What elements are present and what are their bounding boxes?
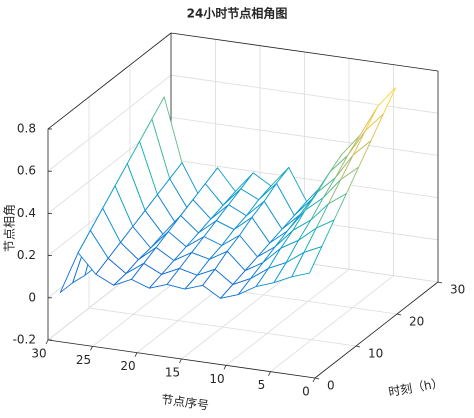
grid-line — [47, 74, 172, 172]
mesh — [59, 87, 397, 299]
x-tick-label: 25 — [76, 353, 91, 367]
z-axis-label: 节点相角 — [3, 204, 17, 252]
x-tick-label: 20 — [120, 359, 135, 373]
z-tick-label: 0.6 — [17, 164, 36, 178]
y-tick — [355, 345, 361, 348]
x-tick-label: 0 — [302, 385, 310, 399]
z-tick-label: 0 — [28, 290, 36, 304]
y-tick — [396, 313, 402, 316]
z-tick-label: -0.2 — [13, 333, 36, 347]
y-tick-label: 0 — [327, 379, 335, 393]
grid-line — [225, 269, 350, 366]
x-tick — [45, 339, 49, 345]
y-tick — [314, 377, 320, 380]
chart-title: 24小时节点相角图 — [187, 6, 288, 21]
x-tick — [223, 365, 227, 370]
x-tick-label: 15 — [165, 366, 180, 380]
z-tick-label: 0.8 — [17, 122, 36, 136]
x-tick — [134, 352, 138, 357]
axis-edge — [47, 32, 172, 130]
x-tick-label: 10 — [209, 372, 224, 386]
y-tick-label: 10 — [368, 347, 383, 361]
grid-line — [170, 117, 439, 156]
grid-line — [170, 159, 439, 198]
mesh-cell — [291, 246, 323, 278]
x-tick-label: 30 — [31, 347, 46, 361]
x-tick — [268, 371, 271, 376]
x-tick — [179, 358, 182, 364]
grid-line — [270, 275, 394, 372]
y-tick — [437, 281, 443, 284]
x-tick — [312, 377, 316, 383]
y-tick-label: 20 — [409, 315, 424, 329]
axis-edge — [314, 281, 439, 379]
axis-edge — [170, 32, 439, 72]
x-tick-label: 5 — [258, 378, 266, 392]
z-tick-label: 0.2 — [17, 248, 36, 262]
x-axis-label: 节点序号 — [160, 391, 210, 413]
y-tick-label: 30 — [450, 283, 465, 297]
grid-line — [88, 307, 357, 347]
z-tick-label: 0.4 — [17, 206, 36, 220]
x-tick — [90, 346, 93, 351]
grid-line — [170, 74, 439, 114]
